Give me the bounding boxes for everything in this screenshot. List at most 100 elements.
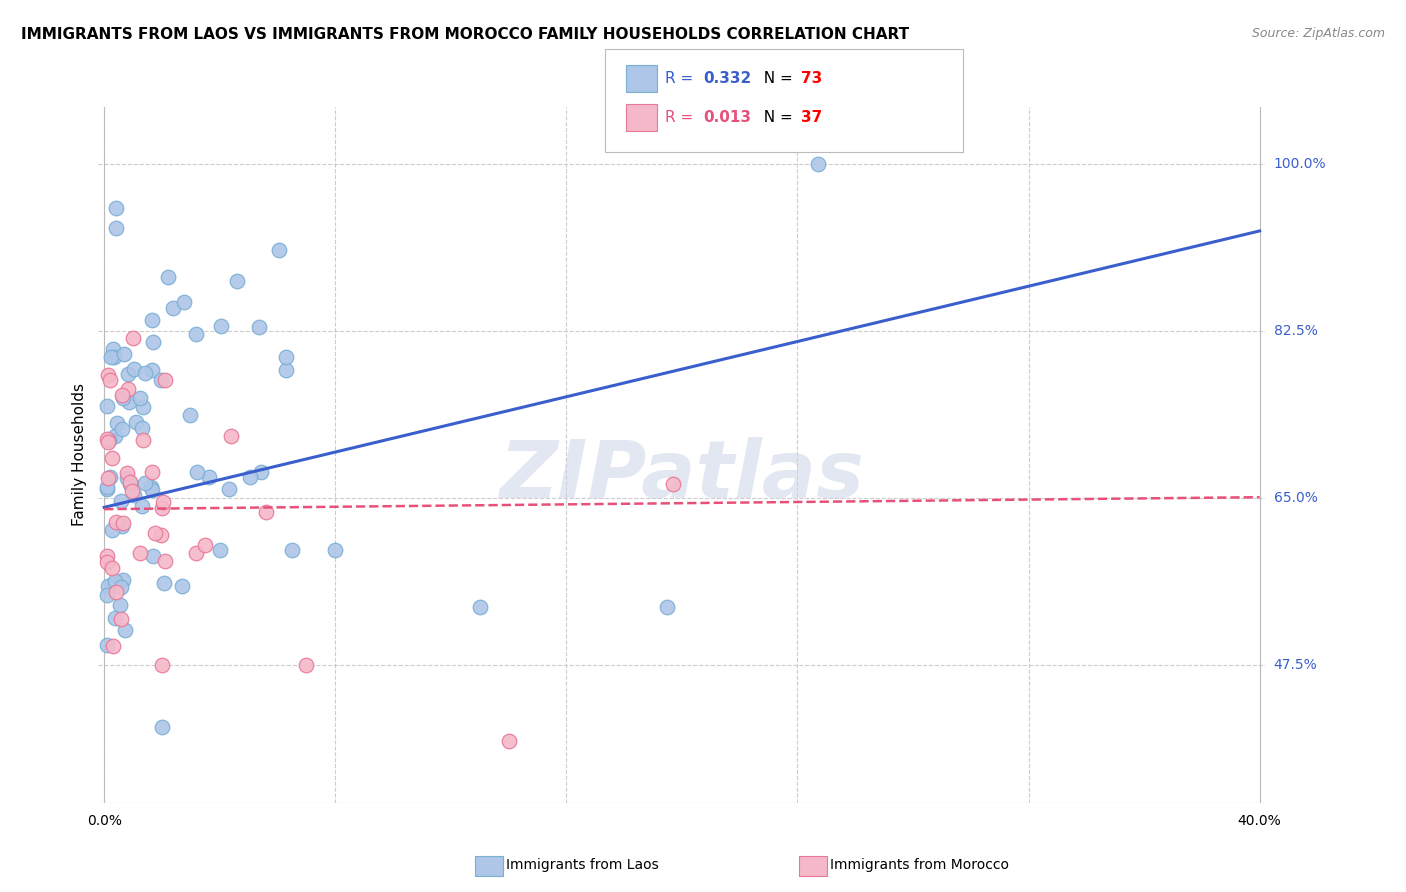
Point — [150, 528, 173, 542]
Point — [468, 600, 491, 615]
Point — [142, 549, 165, 563]
Point — [117, 467, 139, 481]
Text: ZIPatlas: ZIPatlas — [499, 437, 865, 515]
Point — [96, 480, 118, 494]
Point — [128, 391, 150, 405]
Point — [111, 519, 134, 533]
Text: Immigrants from Laos: Immigrants from Laos — [506, 858, 659, 872]
Point — [276, 363, 298, 377]
Point — [98, 433, 121, 447]
Point — [96, 399, 118, 413]
Point — [170, 579, 193, 593]
Text: R =: R = — [665, 71, 699, 86]
Point — [103, 351, 125, 365]
Point — [98, 470, 121, 484]
Point — [152, 494, 174, 508]
Point — [117, 382, 139, 396]
Point — [247, 319, 270, 334]
Point — [155, 373, 177, 387]
Point — [117, 394, 139, 409]
Point — [111, 516, 134, 530]
Point — [141, 483, 163, 498]
Point — [807, 157, 830, 171]
Point — [96, 432, 118, 446]
Point — [173, 294, 195, 309]
Point — [101, 450, 124, 465]
Point — [208, 543, 231, 558]
Point — [149, 373, 172, 387]
Text: 0.013: 0.013 — [703, 111, 751, 125]
Point — [269, 244, 291, 258]
Point — [110, 612, 132, 626]
Point — [150, 501, 173, 516]
Point — [96, 549, 118, 564]
Point — [150, 720, 173, 734]
Point — [118, 475, 141, 490]
Point — [101, 639, 124, 653]
Point — [104, 611, 127, 625]
Point — [110, 493, 132, 508]
Point — [104, 221, 127, 235]
Text: 100.0%: 100.0% — [1274, 157, 1326, 171]
Point — [101, 560, 124, 574]
Text: 65.0%: 65.0% — [1274, 491, 1317, 505]
Point — [96, 588, 118, 602]
Point — [114, 623, 136, 637]
Point — [142, 334, 165, 349]
Point — [239, 469, 262, 483]
Point — [274, 350, 297, 364]
Point — [97, 579, 120, 593]
Point — [498, 734, 520, 748]
Point — [105, 585, 128, 599]
Point — [101, 576, 124, 591]
Point — [101, 342, 124, 356]
Point — [117, 367, 139, 381]
Point — [97, 368, 120, 383]
Text: Source: ZipAtlas.com: Source: ZipAtlas.com — [1251, 27, 1385, 40]
Point — [662, 476, 685, 491]
Text: R =: R = — [665, 111, 699, 125]
Point — [96, 639, 118, 653]
Point — [104, 201, 127, 215]
Point — [657, 600, 679, 615]
Point — [98, 374, 121, 388]
Text: 82.5%: 82.5% — [1274, 324, 1317, 338]
Point — [150, 657, 173, 672]
Point — [96, 482, 118, 496]
Point — [179, 408, 201, 422]
Point — [132, 433, 155, 447]
Point — [162, 301, 184, 315]
Point — [115, 471, 138, 485]
Point — [101, 523, 124, 537]
Point — [209, 318, 232, 333]
Point — [105, 416, 128, 430]
Text: 37: 37 — [801, 111, 823, 125]
Point — [141, 465, 163, 479]
Point — [110, 580, 132, 594]
Point — [108, 598, 131, 612]
Point — [157, 270, 180, 285]
Point — [131, 499, 153, 513]
Point — [153, 554, 176, 568]
Text: 73: 73 — [801, 71, 823, 86]
Point — [225, 274, 247, 288]
Point — [281, 543, 304, 558]
Point — [104, 429, 127, 443]
Point — [118, 477, 141, 491]
Point — [249, 465, 271, 479]
Point — [197, 469, 219, 483]
Point — [112, 347, 135, 361]
Point — [97, 471, 120, 485]
Point — [141, 313, 163, 327]
Text: 0.332: 0.332 — [703, 71, 751, 86]
Point — [121, 484, 143, 499]
Point — [100, 350, 122, 364]
Point — [194, 539, 217, 553]
Point — [125, 415, 148, 429]
Point — [122, 331, 145, 345]
Point — [111, 421, 134, 435]
Point — [124, 362, 146, 376]
Point — [97, 435, 120, 450]
Point — [129, 545, 152, 559]
Point — [295, 657, 318, 672]
